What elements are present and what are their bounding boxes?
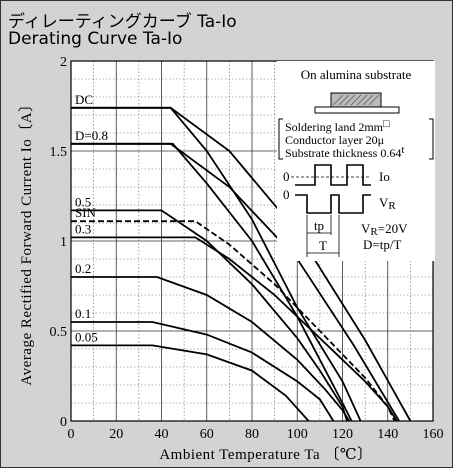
device-hatch bbox=[332, 94, 380, 106]
inset-background bbox=[277, 61, 435, 261]
x-tick-label: 40 bbox=[155, 427, 169, 442]
x-tick-label: 100 bbox=[287, 427, 308, 442]
duty-definition: D=tp/T bbox=[363, 237, 401, 252]
derating-curve bbox=[71, 236, 398, 422]
chart-title-english: Derating Curve Ta-Io bbox=[8, 29, 183, 49]
y-tick-label: 1 bbox=[60, 235, 67, 250]
vr-waveform-label: VR bbox=[379, 195, 396, 212]
inset-header: On alumina substrate bbox=[301, 67, 412, 82]
curve-label: D=0.8 bbox=[75, 128, 108, 143]
substrate-drawing bbox=[314, 106, 400, 114]
x-tick-label: 60 bbox=[200, 427, 214, 442]
curve-label: SIN bbox=[75, 205, 97, 220]
x-tick-label: 0 bbox=[68, 427, 75, 442]
soldering-land-note: Soldering land 2mm□ bbox=[285, 118, 390, 134]
derating-curve bbox=[71, 276, 351, 422]
curve-label: DC bbox=[75, 92, 93, 107]
curve-label: 0.1 bbox=[75, 306, 91, 321]
substrate-thickness-note: Substrate thickness 0.64t bbox=[285, 144, 404, 160]
derating-curve bbox=[71, 209, 348, 422]
curve-label: 0.5 bbox=[75, 194, 91, 209]
period-label: T bbox=[319, 238, 327, 253]
y-tick-label: 0 bbox=[60, 415, 67, 430]
vr-waveform bbox=[295, 194, 371, 214]
x-axis-label: Ambient Temperature Ta 〔℃〕 bbox=[159, 446, 372, 463]
y-tick-label: 1.5 bbox=[50, 145, 68, 160]
conductor-layer-note: Conductor layer 20μ bbox=[285, 133, 384, 147]
x-tick-label: 20 bbox=[109, 427, 123, 442]
derating-curves bbox=[71, 106, 412, 422]
derating-curve bbox=[71, 321, 335, 422]
inset-bracket-right bbox=[429, 118, 434, 160]
io-waveform-label: Io bbox=[379, 169, 390, 184]
y-tick-label: 2 bbox=[60, 55, 67, 70]
x-axis-ticks: 0 20 40 60 80 100 120 140 160 bbox=[68, 427, 444, 442]
vr-value-label: VR=20V bbox=[361, 221, 408, 238]
curve-label: 0.2 bbox=[75, 261, 91, 276]
test-condition-inset: On alumina substrate Soldering land 2mm□… bbox=[277, 61, 435, 261]
curve-label: 0.3 bbox=[75, 221, 91, 236]
y-axis-ticks: 0 0.5 1 1.5 2 bbox=[50, 55, 68, 430]
x-tick-label: 160 bbox=[423, 427, 444, 442]
derating-curve bbox=[71, 344, 310, 422]
tp-label: tp bbox=[314, 218, 324, 233]
y-axis-label: Average Rectified Forward Current Io〔A〕 bbox=[18, 96, 35, 385]
derating-curve bbox=[71, 106, 412, 422]
chart-title-japanese: ディレーティングカーブ Ta-Io bbox=[8, 12, 237, 32]
waveform-zero-2: 0 bbox=[283, 187, 290, 202]
y-tick-label: 0.5 bbox=[50, 325, 68, 340]
x-tick-label: 80 bbox=[245, 427, 259, 442]
x-tick-label: 140 bbox=[377, 427, 398, 442]
x-tick-label: 120 bbox=[332, 427, 353, 442]
waveform-zero-1: 0 bbox=[283, 169, 290, 184]
io-waveform bbox=[295, 164, 371, 186]
derating-curve bbox=[71, 142, 400, 422]
derating-curve bbox=[71, 220, 396, 422]
curve-label: 0.05 bbox=[75, 329, 98, 344]
inset-bracket-left bbox=[278, 118, 283, 160]
